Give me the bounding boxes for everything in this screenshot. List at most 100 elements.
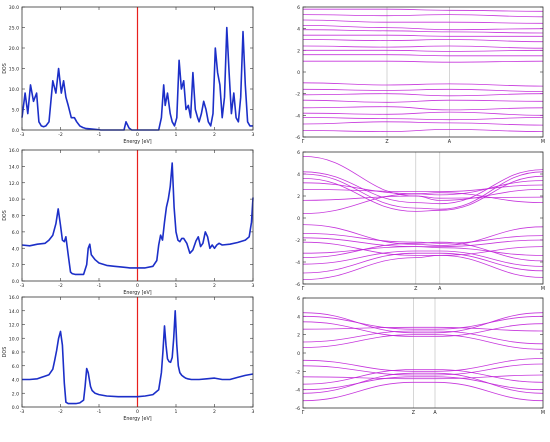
y-tick-label: 0	[297, 70, 300, 76]
x-tick-label: -1	[97, 132, 102, 138]
plot-frame	[21, 6, 254, 131]
k-point-label: Z	[412, 410, 416, 416]
k-point-label: Z	[385, 139, 389, 145]
k-point-label: M	[541, 139, 545, 145]
y-tick-label: 12.0	[9, 323, 19, 329]
band-line	[303, 54, 543, 57]
x-tick-label: 3	[252, 283, 255, 289]
y-tick-label: 4.0	[12, 378, 19, 384]
band-line	[302, 117, 544, 121]
x-axis-label: Energy [eV]	[123, 290, 151, 296]
band-line	[302, 29, 544, 34]
band-line	[302, 192, 544, 214]
band-line	[302, 99, 544, 103]
plot-frame	[21, 296, 254, 408]
y-axis-label: DOS	[2, 63, 8, 74]
y-tick-label: 6.0	[12, 364, 19, 370]
band-line	[303, 60, 544, 63]
band-line	[302, 254, 544, 280]
band-line	[302, 372, 544, 394]
band-line	[302, 237, 544, 248]
band-line	[302, 369, 544, 385]
y-tick-label: 4	[297, 27, 300, 33]
y-tick-label: 14.0	[9, 164, 19, 170]
plot-frame	[302, 297, 544, 409]
bands-2-panel: -6 -4 -2 0 2 4 6 Γ Z A M	[295, 150, 545, 292]
band-line	[302, 169, 544, 205]
x-tick-label: 0	[136, 132, 139, 138]
band-line	[302, 106, 544, 111]
y-tick-label: -4	[295, 388, 300, 394]
plot-frame	[302, 151, 544, 285]
dos-curve	[21, 162, 254, 276]
k-point-label: Γ	[302, 286, 305, 292]
band-line	[302, 381, 544, 402]
y-tick-label: 5.0	[12, 108, 19, 114]
y-tick-label: 0.0	[12, 279, 19, 285]
band-line	[302, 39, 544, 43]
x-tick-label: 0	[136, 409, 139, 415]
band-line	[302, 252, 544, 274]
y-tick-label: 6	[297, 5, 300, 11]
y-tick-label: 0.0	[12, 128, 19, 134]
band-line	[303, 34, 543, 37]
y-tick-label: 25.0	[9, 26, 19, 32]
band-line	[302, 250, 544, 267]
band-line	[302, 180, 544, 196]
band-line	[302, 184, 544, 193]
band-line	[302, 19, 544, 24]
band-line	[302, 88, 544, 92]
y-tick-label: -6	[295, 282, 300, 288]
k-point-label: M	[541, 410, 545, 416]
y-tick-label: 0.0	[12, 405, 19, 411]
band-line	[302, 363, 544, 376]
y-tick-label: 12.0	[9, 181, 19, 187]
band-line	[302, 224, 544, 246]
band-line	[302, 171, 544, 210]
y-tick-label: -2	[295, 238, 300, 244]
y-tick-label: 4	[297, 172, 300, 178]
y-axis-label: DOS	[2, 210, 8, 221]
x-tick-label: -1	[97, 283, 102, 289]
x-tick-label: 3	[252, 409, 255, 415]
y-tick-label: 2	[297, 48, 300, 54]
k-point-label: A	[448, 139, 452, 145]
band-line	[302, 14, 544, 18]
k-point-label: M	[541, 286, 545, 292]
y-tick-label: 2	[297, 194, 300, 200]
x-tick-label: -3	[20, 283, 25, 289]
x-axis-label: Energy [eV]	[123, 416, 151, 422]
y-tick-label: 6.0	[12, 230, 19, 236]
band-line	[302, 334, 544, 350]
y-tick-label: -6	[295, 406, 300, 412]
dos-2-panel: 0.0 2.0 4.0 6.0 8.0 10.0 12.0 14.0 16.0 -3 -2 -1 0 1 2…	[2, 148, 255, 296]
y-tick-label: 16.0	[9, 295, 19, 301]
k-point-label: Γ	[302, 139, 305, 145]
y-tick-label: 10.0	[9, 197, 19, 203]
y-tick-label: 20.0	[9, 46, 19, 52]
plot-frame	[21, 149, 254, 282]
y-tick-label: 15.0	[9, 67, 19, 73]
x-tick-label: -3	[20, 409, 25, 415]
band-line	[302, 111, 544, 116]
band-line	[302, 82, 544, 87]
y-tick-label: -2	[295, 369, 300, 375]
band-line	[302, 326, 544, 332]
band-line	[302, 358, 544, 372]
band-line	[302, 376, 544, 391]
y-tick-label: 10.0	[9, 87, 19, 93]
band-line	[302, 175, 544, 212]
band-line	[302, 246, 544, 256]
y-tick-label: 4	[297, 314, 300, 320]
x-tick-label: 1	[175, 283, 178, 289]
dos-3-panel: 0.0 2.0 4.0 6.0 8.0 10.0 12.0 14.0 16.0 -3 -2 -1 0 1 2…	[2, 295, 255, 422]
plot-frame	[302, 6, 544, 138]
band-line	[302, 330, 544, 345]
y-tick-label: -4	[295, 113, 300, 119]
x-tick-label: 2	[213, 283, 216, 289]
x-tick-label: -1	[97, 409, 102, 415]
x-tick-label: 2	[213, 409, 216, 415]
y-tick-label: -2	[295, 92, 300, 98]
y-tick-label: 2.0	[12, 263, 19, 269]
